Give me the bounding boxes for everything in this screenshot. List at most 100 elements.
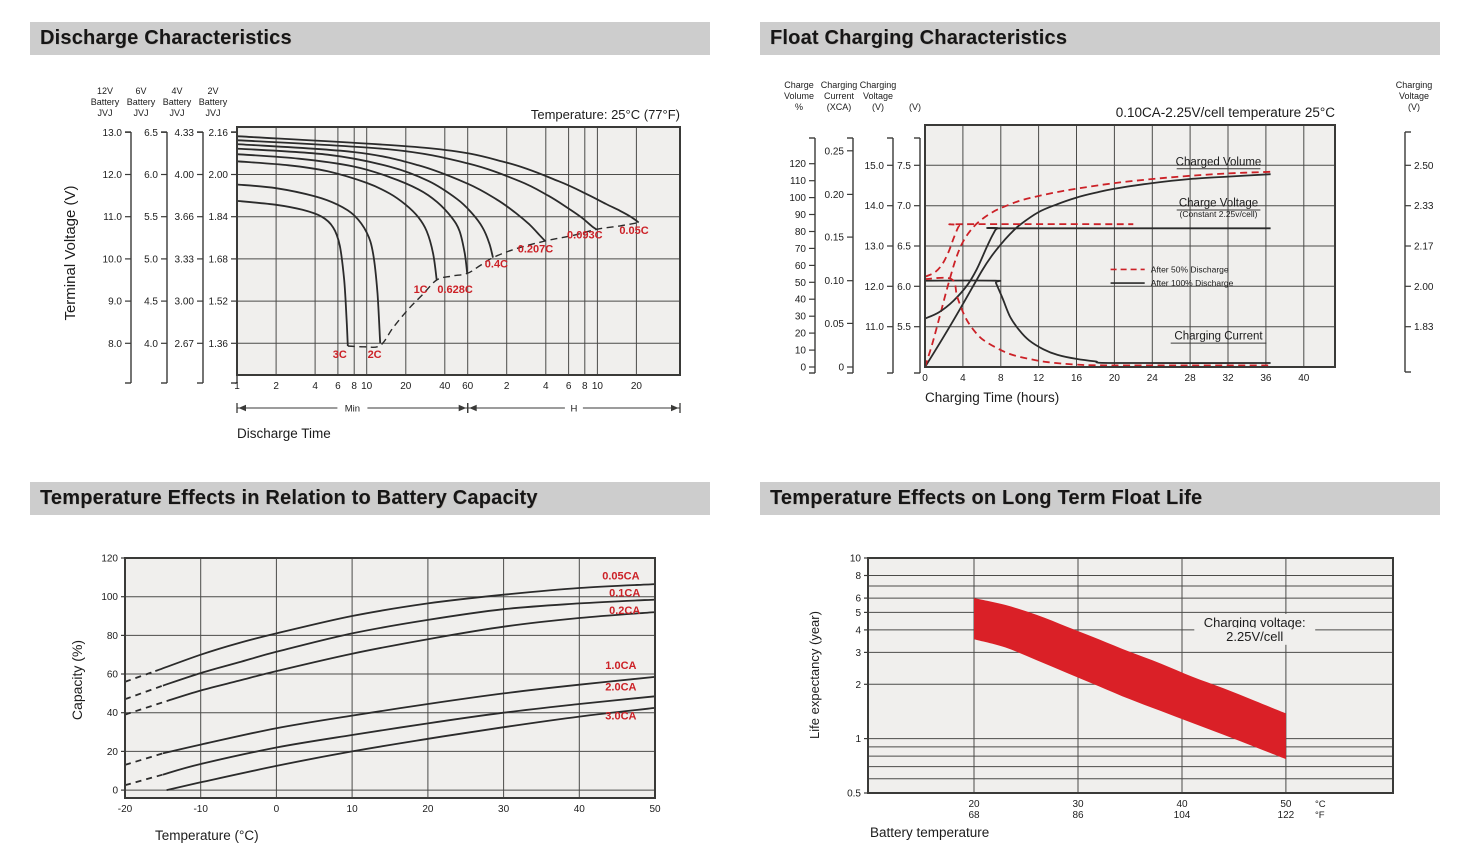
series-0-207c [236,143,546,242]
y-tick-label: 20 [107,747,119,758]
axis-header: (V) [909,102,921,112]
axis-tick-label: 11.0 [103,212,122,223]
x-tick-label: 40 [1176,799,1188,810]
axis-header: Current [824,91,855,101]
y-tick-label: 8 [855,571,861,582]
axis-tick-label: 60 [795,261,807,272]
y-tick-label: 3 [855,648,861,659]
chart-label: 3.0CA [605,711,636,723]
axis-tick-label: 2.00 [209,170,229,181]
axis-tick-label: 2.16 [209,128,229,139]
chart-label: 0.628C [437,284,473,296]
x-axis-title: Discharge Time [237,426,331,441]
section-header-discharge: Discharge Characteristics [30,22,710,55]
span-label: Min [345,404,360,415]
y-tick-label: 0.5 [847,789,861,800]
span-label: H [570,404,577,415]
x-tick-label: 40 [1298,373,1310,384]
axis-tick-label: 4.5 [144,297,158,308]
axis-header: Charging [1396,80,1433,90]
axis-tick-label: 4.0 [144,339,158,350]
axis-tick-label: 9.0 [108,297,122,308]
axis-tick-label: 0.10 [825,276,845,287]
axis-tick-label: 12.0 [865,282,885,293]
chart-label: 0.05C [619,225,648,237]
chart-label: 0.10CA-2.25V/cell temperature 25°C [1116,105,1336,120]
x-tick-label: 10 [361,381,373,392]
x-tick-label: 6 [335,381,341,392]
axis-tick-label: 1.52 [209,297,229,308]
plot-background [125,558,655,798]
series-0-628c [236,153,469,274]
x-tick-label: 10 [347,804,359,815]
axis-tick-label: 3.66 [175,212,195,223]
x-tick-label: 10 [592,381,604,392]
axis-header: (V) [1408,102,1420,112]
y-tick-label: 60 [107,670,119,681]
chart-label: Temperature: 25°C (77°F) [531,107,680,122]
axis-tick-label: 1.68 [209,254,229,265]
section-header-float-charging: Float Charging Characteristics [760,22,1440,55]
axis-tick-label: 14.0 [865,201,885,212]
axis-tick-label: 7.5 [897,161,911,172]
chart-label: (Constant 2.25v/cell) [1180,209,1258,219]
series-charged-volume-after-100pct [924,173,1271,368]
axis-header: 4V [171,86,182,96]
chart-label: 2.25V/cell [1226,629,1283,644]
y-tick-label: 40 [107,708,119,719]
float-life-chart: 20 68 30 86 40 104 50 122 10 8 6 5 4 3 2 1 0.5 Battery te… [795,540,1465,860]
series-0-093c [236,139,597,231]
axis-header: 6V [135,86,146,96]
axis-tick-label: 90 [795,210,807,221]
y-axis-title: Terminal Voltage (V) [62,185,79,320]
chart-label: Charging voltage: [1204,615,1306,630]
axis-header: (V) [872,102,884,112]
x-tick-label: 0 [274,804,280,815]
axis-header: Voltage [1399,91,1429,101]
series-1-0ca-dashed [124,752,164,766]
x-tick-label: 40 [574,804,586,815]
x-axis-title: Battery temperature [870,825,989,840]
plot-background [237,127,680,375]
x-tick-label: -20 [118,804,133,815]
chart-label: 2.0CA [605,682,636,694]
x-tick-label-f: 122 [1278,810,1295,821]
axis-tick-label: 0 [838,363,844,374]
series-0-1ca-dashed [124,684,164,701]
series-0-2ca-dashed [124,700,167,716]
axis-tick-label: 120 [789,159,806,170]
x-tick-label: 30 [498,804,510,815]
chart-label: 1.0CA [605,660,636,672]
x-tick-label: 12 [1033,373,1045,384]
axis-tick-label: 0 [800,363,806,374]
series-2c [236,183,382,344]
axis-tick-label: 2.33 [1414,201,1434,212]
axis-tick-label: 2.67 [175,339,195,350]
chart-label: 0.05CA [602,570,639,582]
axis-tick-label: 1.83 [1414,322,1434,333]
float-charging-characteristics-chart: 0 10 20 30 40 50 60 70 80 90 100 110 120 Charge Volume… [765,72,1465,417]
x-tick-label: 2 [504,381,510,392]
axis-tick-label: 2.50 [1414,161,1434,172]
axis-header: Charging [821,80,858,90]
y-tick-label: 10 [850,554,862,565]
axis-header: Battery [163,97,192,107]
plot-border [867,557,1394,794]
x-tick-label: 60 [462,381,474,392]
chart-label: °C [1315,799,1326,810]
life-expectancy-band [974,598,1286,760]
series-0-05c [236,135,640,224]
series-2-0ca [162,695,656,776]
section-title-float-charging: Float Charging Characteristics [770,27,1068,49]
chart-label: 0.2CA [609,605,640,617]
x-tick-label: 0 [922,373,928,384]
axis-header: Volume [784,91,814,101]
axis-tick-label: 4.00 [175,170,195,181]
series-3c [236,200,349,347]
legend-label: After 50% Discharge [1151,264,1229,274]
plot-border [924,124,1336,368]
x-tick-label: 50 [1280,799,1292,810]
series-0-4c [236,147,494,258]
axis-header: JVJ [169,108,184,118]
series-charge-voltage-after-100pct [924,226,1271,320]
